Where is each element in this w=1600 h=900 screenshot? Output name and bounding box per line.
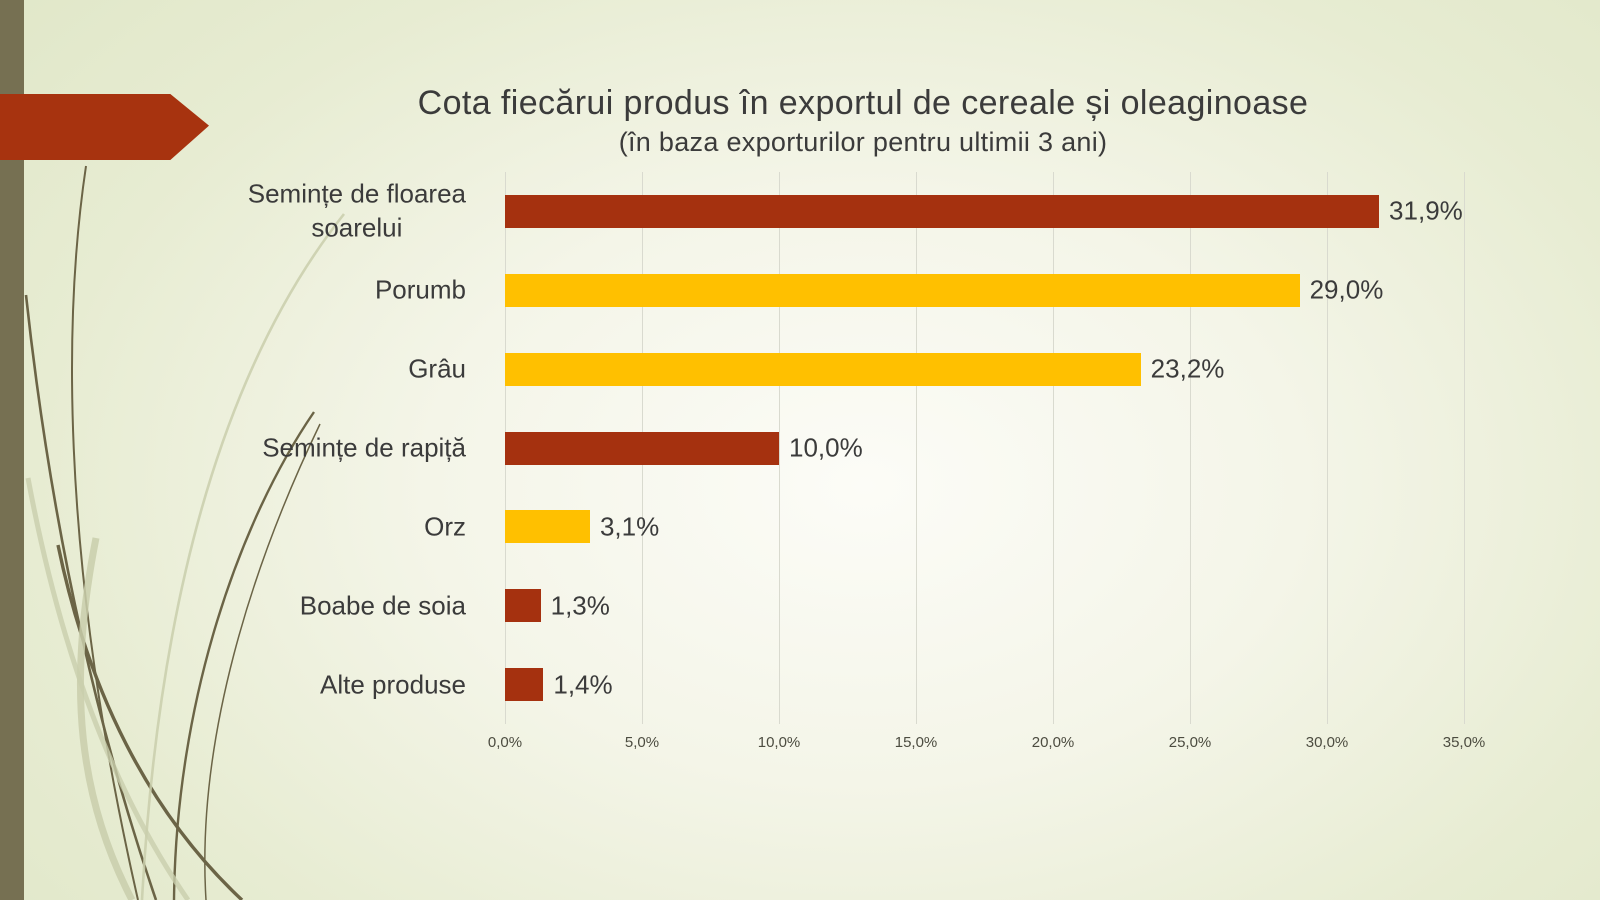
arrow-decoration: [0, 94, 209, 160]
x-tick-label: 20,0%: [1031, 734, 1075, 751]
gridline: [779, 172, 780, 724]
bar: [505, 352, 1141, 386]
category-label-line: Alte produse: [320, 668, 466, 699]
category-label-line: Orz: [424, 511, 466, 542]
category-label-line: Grâu: [408, 353, 466, 384]
gridline: [1327, 172, 1328, 724]
value-label: 23,2%: [1150, 353, 1225, 384]
gridline: [1190, 172, 1191, 724]
bar: [505, 589, 541, 623]
grass-blade: [24, 294, 158, 900]
category-label-line: soarelui: [311, 212, 403, 243]
x-tick-label: 10,0%: [757, 734, 801, 751]
grass-blade: [56, 544, 244, 900]
grass-blade: [25, 477, 191, 900]
gridline: [916, 172, 917, 724]
bar: [505, 273, 1300, 307]
bar: [505, 668, 544, 702]
value-label: 31,9%: [1389, 195, 1463, 226]
category-label: Semințe de rapiță: [262, 431, 466, 464]
bar: [505, 510, 590, 544]
category-label: Porumb: [375, 274, 466, 307]
value-label: 1,4%: [553, 669, 613, 700]
x-tick-label: 25,0%: [1168, 734, 1212, 751]
gridline: [1053, 172, 1054, 724]
category-label: Semințe de floarea soarelui: [248, 178, 466, 245]
value-label: 10,0%: [789, 432, 863, 463]
category-label-line: Semințe de floarea: [247, 179, 466, 210]
bar: [505, 431, 779, 465]
x-tick-label: 35,0%: [1442, 734, 1486, 751]
category-label: Alte produse: [320, 668, 466, 701]
bar: [505, 194, 1380, 228]
x-tick-label: 30,0%: [1305, 734, 1349, 751]
category-label-line: Semințe de rapiță: [262, 432, 466, 463]
grass-blade: [172, 411, 315, 900]
value-label: 3,1%: [599, 511, 660, 542]
x-tick-label: 5,0%: [624, 734, 660, 751]
category-label-line: Porumb: [374, 274, 466, 305]
gridline: [1464, 172, 1465, 724]
x-tick-label: 0,0%: [487, 734, 523, 751]
chart-title: Cota fiecărui produs în exportul de cere…: [417, 84, 1309, 122]
value-label: 29,0%: [1309, 274, 1384, 305]
x-tick-label: 15,0%: [894, 734, 938, 751]
category-label-line: Boabe de soia: [299, 590, 466, 621]
chart-subtitle: (în baza exporturilor pentru ultimii 3 a…: [618, 127, 1108, 157]
grass-blade: [140, 213, 346, 900]
grass-blade: [76, 537, 136, 900]
value-label: 1,3%: [550, 590, 610, 621]
category-label: Grâu: [408, 353, 466, 386]
category-label: Orz: [424, 510, 466, 543]
category-label: Boabe de soia: [300, 589, 466, 622]
grass-blade: [204, 423, 321, 900]
grass-blade: [71, 165, 139, 900]
